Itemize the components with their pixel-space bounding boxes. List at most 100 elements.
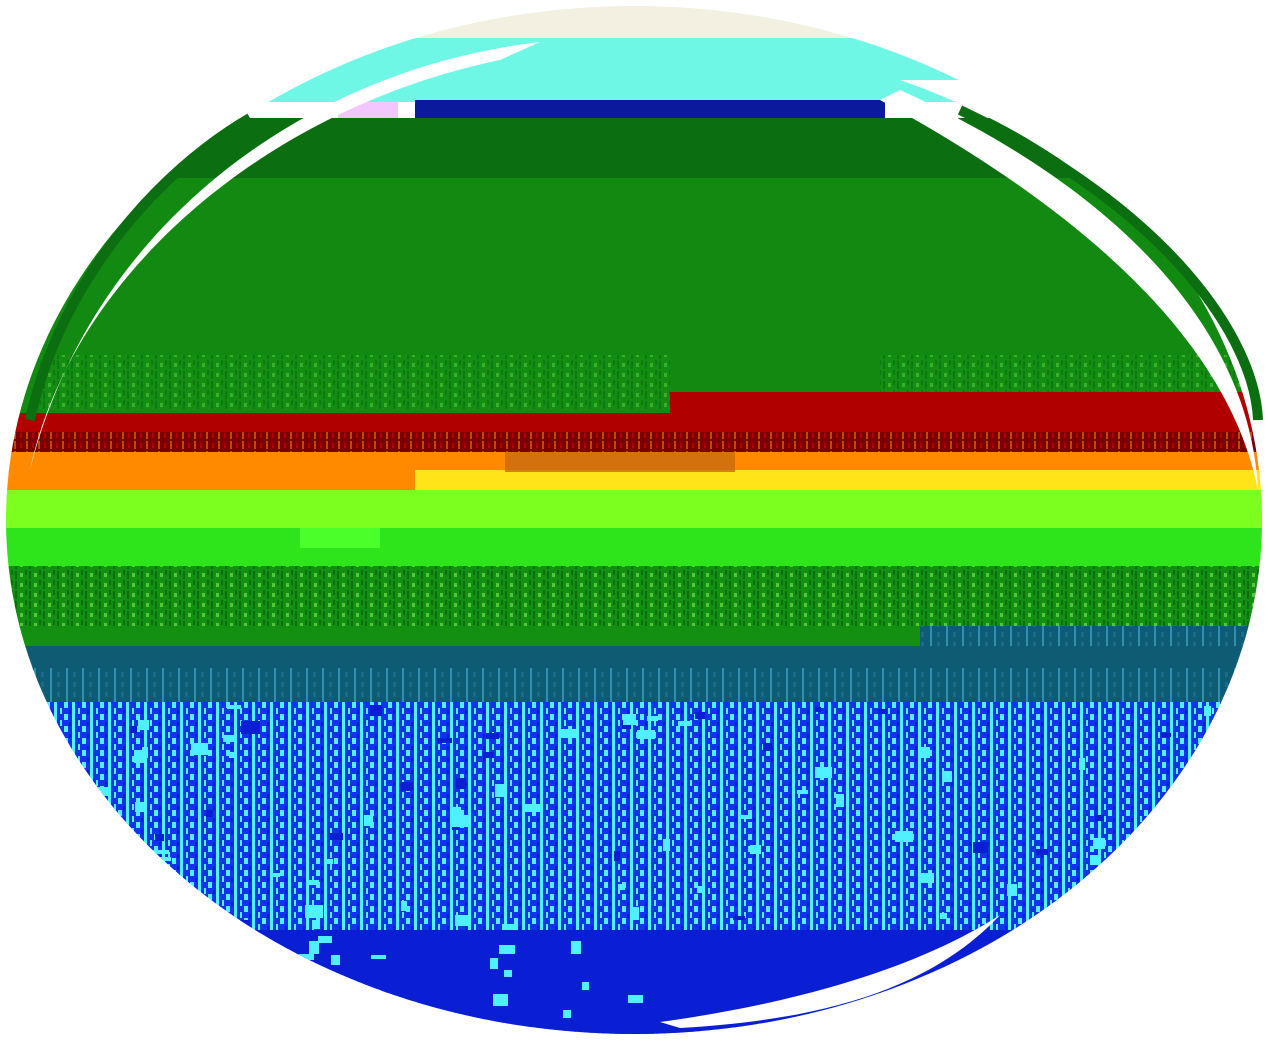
water-speckle	[191, 743, 208, 755]
water-speckle	[1102, 886, 1109, 891]
water-speckle	[493, 994, 508, 1006]
lime-band	[6, 490, 1262, 530]
water-speckle	[558, 729, 577, 738]
water-speckle	[878, 709, 887, 714]
water-speckle	[563, 1010, 571, 1018]
bright-green-step	[300, 528, 380, 548]
water-speckle	[215, 931, 230, 941]
orange-strip-left	[6, 470, 415, 490]
water-speckle	[1176, 808, 1188, 816]
water-speckle	[1218, 851, 1236, 860]
water-speckle	[153, 850, 169, 854]
water-speckle	[190, 936, 204, 949]
water-speckle	[47, 746, 57, 755]
grass-band	[6, 566, 1262, 628]
water-speckle	[1189, 960, 1208, 966]
green-texture-right	[880, 355, 1240, 395]
water-speckle	[495, 784, 505, 797]
water-speckle	[623, 714, 636, 725]
water-speckle	[55, 876, 72, 888]
deep-water	[6, 930, 1262, 1034]
water-speckle	[102, 942, 114, 951]
water-speckle	[836, 794, 844, 807]
water-speckle	[1079, 758, 1085, 770]
water-speckle	[1204, 706, 1211, 716]
water-speckle	[571, 941, 581, 954]
water-speckle	[437, 738, 452, 743]
water-speckle	[490, 958, 498, 969]
water-speckle	[160, 857, 171, 861]
navy-bar	[415, 100, 885, 118]
water-speckle	[305, 905, 323, 918]
water-speckle	[647, 716, 658, 721]
water-speckle	[371, 955, 386, 959]
water-speckle	[1165, 961, 1176, 965]
water-speckle	[763, 743, 772, 751]
water-speckle	[1093, 838, 1105, 849]
water-speckle	[135, 802, 147, 812]
water-speckle	[815, 707, 821, 712]
water-speckle	[1169, 802, 1187, 812]
water-speckle	[98, 787, 110, 796]
water-speckle	[663, 839, 670, 851]
water-speckle	[240, 920, 250, 931]
water-speckle	[729, 951, 748, 963]
water-speckle	[637, 730, 655, 739]
green-texture	[40, 355, 670, 410]
water-speckle	[453, 807, 461, 820]
water-speckle	[750, 845, 761, 854]
water-speckle	[797, 790, 808, 794]
water-speckle	[880, 1012, 894, 1019]
water-speckle	[327, 859, 333, 864]
water-speckle	[38, 820, 52, 828]
bright-green-band	[6, 528, 1262, 568]
water-speckle	[1204, 904, 1213, 910]
water-speckle	[370, 705, 382, 716]
water-speckle	[223, 735, 237, 742]
water-speckle	[733, 916, 745, 920]
water-speckle	[142, 747, 148, 758]
water-speckle	[180, 958, 198, 964]
water-speckle	[299, 954, 314, 960]
water-speckle	[64, 864, 76, 873]
green-rim-left	[25, 113, 253, 422]
water-speckle	[895, 831, 913, 842]
teal-band	[6, 646, 1262, 670]
swoosh-bottom	[660, 915, 1000, 1028]
water-speckle	[815, 767, 832, 778]
water-speckle	[129, 726, 137, 733]
water-speckle	[678, 721, 690, 726]
dark-red-band	[6, 432, 1262, 454]
water-speckle	[499, 945, 515, 954]
water-speckle	[1210, 789, 1216, 800]
water-speckle	[618, 884, 625, 890]
water-speckle	[388, 1008, 402, 1013]
water-speckle	[182, 938, 199, 942]
water-speckle	[1192, 1001, 1210, 1012]
red-band	[6, 413, 1262, 433]
water-speckle	[614, 851, 620, 861]
water-speckle	[155, 834, 164, 841]
water-speckle	[305, 970, 313, 974]
water-speckle	[330, 833, 343, 840]
water-speckle	[400, 782, 413, 791]
water-speckle	[401, 901, 407, 911]
water-speckle	[1095, 815, 1104, 821]
water-speckle	[502, 924, 518, 930]
water-speckle	[312, 920, 320, 929]
water-speckle	[738, 815, 752, 819]
water-speckle	[364, 815, 373, 826]
water-speckle	[32, 806, 42, 818]
water-speckle	[1090, 855, 1099, 865]
water-speckle	[582, 982, 589, 990]
water-speckle	[229, 752, 237, 758]
water-speckle	[206, 810, 213, 817]
water-speckle	[452, 815, 471, 827]
water-speckle	[940, 913, 947, 919]
brown-smudge	[505, 452, 735, 472]
water-speckle	[227, 705, 241, 709]
water-speckle	[1218, 915, 1226, 925]
water-speckle	[921, 873, 934, 883]
